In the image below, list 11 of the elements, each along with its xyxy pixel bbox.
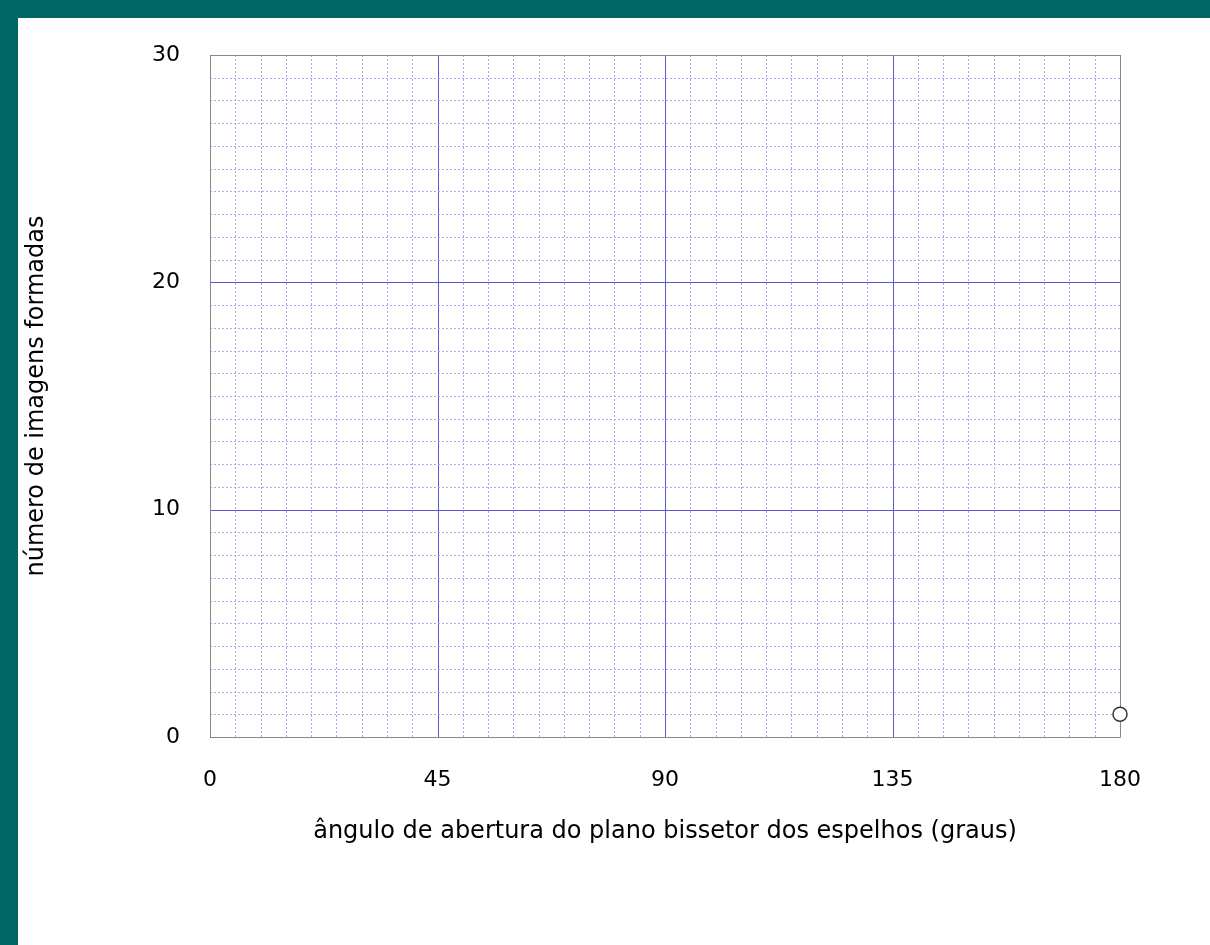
x-tick-label: 180 [1099, 765, 1141, 791]
y-tick-label: 30 [152, 40, 180, 66]
x-tick-label: 90 [651, 765, 679, 791]
x-tick-label: 45 [423, 765, 452, 791]
x-axis-title: ângulo de abertura do plano bissetor dos espelhos (graus) [313, 815, 1017, 844]
y-tick-label: 20 [152, 268, 180, 294]
y-axis-title: número de imagens formadas [20, 215, 49, 577]
x-tick-label: 135 [871, 765, 914, 791]
y-tick-label: 0 [166, 722, 180, 748]
y-tick-label: 10 [152, 495, 180, 521]
x-tick-label: 0 [203, 765, 217, 791]
